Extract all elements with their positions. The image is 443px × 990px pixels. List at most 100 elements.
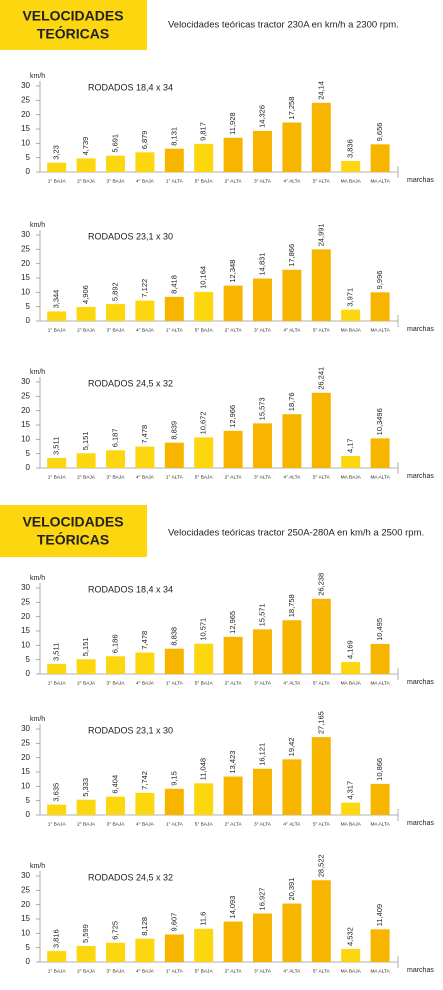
value-label: 9,15: [169, 771, 178, 786]
x-tick-label: MA BAJA: [341, 680, 362, 686]
value-label: 5,151: [81, 431, 90, 450]
bar: [76, 945, 96, 962]
x-tick-label: MA ALTA: [370, 178, 390, 184]
value-label: 6,186: [110, 634, 119, 653]
value-label: 10,495: [375, 618, 384, 641]
x-tick-label: 1° BAJA: [48, 178, 67, 184]
x-tick-label: 2° BAJA: [77, 178, 96, 184]
x-tick-label: 4° BAJA: [136, 327, 155, 333]
x-tick-label: 1° ALTA: [166, 968, 184, 974]
x-tick-label: 3° ALTA: [254, 474, 272, 480]
value-label: 7,122: [140, 279, 149, 298]
value-label: 7,478: [140, 425, 149, 444]
y-tick-label: 5: [26, 655, 31, 664]
y-tick-label: 15: [21, 767, 30, 776]
x-tick-label: MA BAJA: [341, 821, 362, 827]
bar: [164, 788, 184, 815]
x-tick-label: 2° ALTA: [225, 680, 243, 686]
value-label: 5,691: [110, 134, 119, 153]
value-label: 28,522: [316, 854, 325, 877]
value-label: 3,971: [346, 288, 355, 307]
x-tick-label: 5° BAJA: [195, 178, 214, 184]
y-tick-label: 30: [21, 230, 30, 239]
x-tick-label: MA ALTA: [370, 821, 390, 827]
x-tick-label: MA BAJA: [341, 474, 362, 480]
y-axis-label: km/h: [30, 222, 45, 229]
value-label: 17,258: [287, 97, 296, 120]
bar: [341, 949, 361, 962]
bar: [106, 304, 125, 321]
x-tick-label: MA BAJA: [341, 178, 362, 184]
value-label: 19,42: [287, 738, 296, 757]
bar: [194, 437, 214, 468]
x-tick-label: 2° BAJA: [77, 474, 96, 480]
value-label: 8,131: [169, 127, 178, 146]
x-tick-label: MA BAJA: [341, 327, 362, 333]
x-tick-label: 3° ALTA: [254, 968, 272, 974]
value-label: 8,128: [140, 917, 149, 936]
x-tick-label: 5° BAJA: [195, 680, 214, 686]
bar: [194, 143, 214, 172]
bar: [311, 249, 331, 321]
bar: [47, 804, 67, 815]
y-tick-label: 10: [21, 928, 30, 937]
x-tick-label: 3° ALTA: [254, 821, 272, 827]
x-tick-label: 5° ALTA: [313, 680, 331, 686]
bar: [223, 285, 243, 321]
bar: [106, 450, 125, 468]
bar: [311, 102, 331, 172]
value-label: 26,241: [316, 367, 325, 390]
bar: [135, 300, 155, 321]
x-tick-label: 4° ALTA: [283, 178, 301, 184]
y-tick-label: 25: [21, 597, 30, 606]
value-label: 10,164: [199, 266, 208, 289]
y-tick-label: 0: [26, 316, 31, 325]
x-tick-label: 4° BAJA: [136, 178, 155, 184]
bar: [194, 928, 214, 962]
x-tick-label: 4° ALTA: [283, 327, 301, 333]
y-tick-label: 5: [26, 302, 31, 311]
x-tick-label: 4° BAJA: [136, 968, 155, 974]
y-tick-label: 10: [21, 434, 30, 443]
x-tick-label: 5° BAJA: [195, 968, 214, 974]
bar: [253, 278, 272, 321]
value-label: 27,165: [316, 711, 325, 734]
bar: [164, 934, 184, 962]
bar: [194, 291, 214, 321]
y-tick-label: 5: [26, 153, 31, 162]
x-tick-label: 3° BAJA: [107, 474, 126, 480]
bar: [311, 598, 331, 674]
value-label: 9,996: [375, 271, 384, 290]
bar: [341, 161, 361, 172]
value-label: 14,831: [257, 253, 266, 276]
value-label: 3,23: [52, 145, 61, 160]
y-tick-label: 25: [21, 738, 30, 747]
bar: [370, 929, 390, 962]
value-label: 10,571: [199, 618, 208, 641]
x-tick-label: 3° BAJA: [107, 968, 126, 974]
value-label: 18,76: [287, 392, 296, 411]
x-tick-label: MA BAJA: [341, 968, 362, 974]
bar: [135, 652, 155, 674]
value-label: 20,391: [287, 878, 296, 901]
header-box: [0, 0, 147, 50]
value-label: 6,879: [140, 130, 149, 149]
x-tick-label: 1° BAJA: [48, 968, 67, 974]
bar: [76, 158, 96, 172]
value-label: 7,742: [140, 771, 149, 790]
x-tick-label: 5° BAJA: [195, 327, 214, 333]
y-axis-label: km/h: [30, 73, 45, 80]
x-tick-label: 1° ALTA: [166, 327, 184, 333]
value-label: 11,409: [375, 904, 384, 926]
value-label: 4,317: [346, 781, 355, 800]
value-label: 16,927: [257, 888, 266, 911]
y-tick-label: 30: [21, 724, 30, 733]
value-label: 11,048: [199, 758, 208, 780]
x-tick-label: 3° BAJA: [107, 178, 126, 184]
y-tick-label: 30: [21, 377, 30, 386]
value-label: 10,866: [375, 758, 384, 781]
x-tick-label: 5° ALTA: [313, 474, 331, 480]
y-tick-label: 20: [21, 900, 30, 909]
bar: [370, 144, 390, 172]
